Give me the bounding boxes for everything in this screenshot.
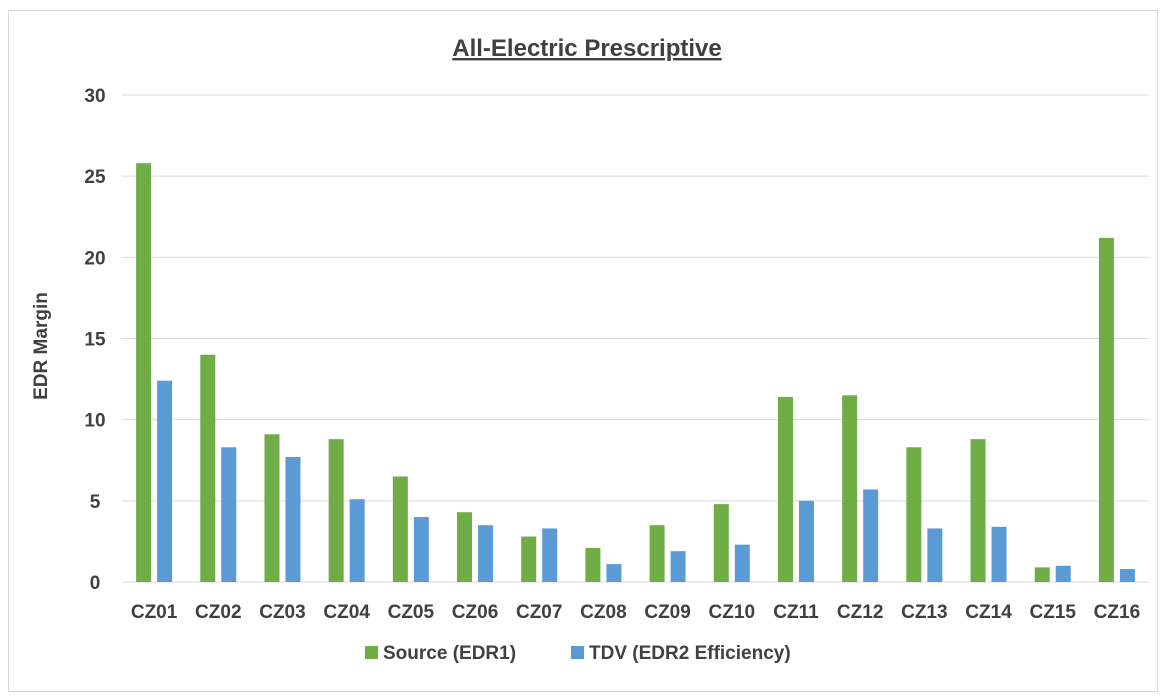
bar-source-cz10 xyxy=(713,504,729,582)
bars xyxy=(136,163,1135,582)
bar-source-cz16 xyxy=(1098,237,1114,582)
legend-swatch xyxy=(365,646,378,659)
legend: Source (EDR1) TDV (EDR2 Efficiency) xyxy=(365,643,791,664)
bar-source-cz09 xyxy=(649,525,665,582)
bar-tdv-cz06 xyxy=(478,525,494,582)
legend-label: Source (EDR1) xyxy=(383,643,516,664)
legend-swatch xyxy=(571,646,584,659)
y-tick-label: 30 xyxy=(84,86,105,107)
legend-label: TDV (EDR2 Efficiency) xyxy=(589,643,791,664)
bar-source-cz13 xyxy=(906,447,922,582)
bar-source-cz05 xyxy=(392,476,408,582)
x-tick-label: CZ10 xyxy=(709,602,755,623)
x-tick-label: CZ04 xyxy=(323,602,370,623)
bar-tdv-cz03 xyxy=(285,457,301,582)
y-axis-ticks: 0 5 10 15 20 25 30 xyxy=(84,86,106,594)
bar-tdv-cz01 xyxy=(157,380,173,582)
bar-source-cz02 xyxy=(200,354,216,582)
bar-tdv-cz16 xyxy=(1119,569,1135,582)
bar-tdv-cz04 xyxy=(349,499,365,582)
x-tick-label: CZ05 xyxy=(388,602,435,623)
y-tick-label: 20 xyxy=(84,248,105,269)
x-tick-label: CZ03 xyxy=(259,602,305,623)
x-axis-ticks: CZ01 CZ02 CZ03 CZ04 CZ05 CZ06 CZ07 CZ08 CZ09 CZ10… xyxy=(131,602,1140,623)
x-tick-label: CZ09 xyxy=(644,602,690,623)
bar-tdv-cz08 xyxy=(606,564,622,582)
bar-tdv-cz09 xyxy=(670,551,686,582)
bar-tdv-cz15 xyxy=(1055,565,1071,582)
bar-source-cz08 xyxy=(585,547,601,582)
bar-source-cz15 xyxy=(1034,567,1050,582)
y-tick-label: 15 xyxy=(84,330,106,351)
x-tick-label: CZ07 xyxy=(516,602,562,623)
bar-source-cz12 xyxy=(842,395,858,582)
x-tick-label: CZ16 xyxy=(1094,602,1140,623)
bar-tdv-cz02 xyxy=(221,447,237,582)
y-tick-label: 5 xyxy=(90,492,101,513)
bar-source-cz07 xyxy=(521,536,537,582)
chart-frame: All-Electric Prescriptive EDR Margin 0 5 1… xyxy=(8,10,1158,692)
chart-title: All-Electric Prescriptive xyxy=(452,35,721,62)
x-tick-label: CZ02 xyxy=(195,602,241,623)
y-tick-label: 0 xyxy=(90,573,101,594)
bar-tdv-cz14 xyxy=(991,526,1007,582)
x-tick-label: CZ08 xyxy=(580,602,626,623)
x-tick-label: CZ15 xyxy=(1029,602,1076,623)
bar-source-cz14 xyxy=(970,439,986,582)
bar-chart: All-Electric Prescriptive EDR Margin 0 5 1… xyxy=(31,35,1149,664)
y-tick-label: 10 xyxy=(84,411,105,432)
bar-source-cz01 xyxy=(136,163,152,582)
bar-tdv-cz13 xyxy=(927,528,943,582)
bar-tdv-cz07 xyxy=(542,528,558,582)
x-tick-label: CZ14 xyxy=(965,602,1012,623)
x-tick-label: CZ06 xyxy=(452,602,498,623)
x-tick-label: CZ01 xyxy=(131,602,178,623)
bar-tdv-cz12 xyxy=(863,489,879,582)
bar-tdv-cz05 xyxy=(413,517,429,582)
x-tick-label: CZ13 xyxy=(901,602,947,623)
bar-source-cz11 xyxy=(777,396,793,582)
bar-tdv-cz10 xyxy=(734,544,750,582)
x-tick-label: CZ11 xyxy=(773,602,819,623)
y-axis-label: EDR Margin xyxy=(31,292,52,400)
bar-source-cz04 xyxy=(328,439,344,582)
bar-source-cz06 xyxy=(457,512,473,582)
x-tick-label: CZ12 xyxy=(837,602,883,623)
bar-source-cz03 xyxy=(264,434,280,582)
y-tick-label: 25 xyxy=(84,167,106,188)
bar-tdv-cz11 xyxy=(798,500,814,582)
